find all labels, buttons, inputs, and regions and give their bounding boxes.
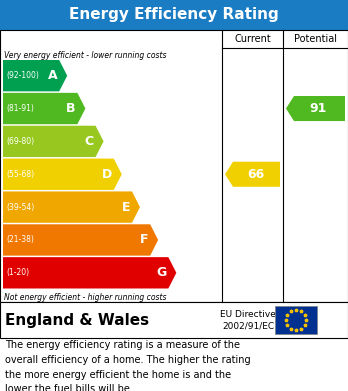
Text: G: G: [156, 266, 166, 279]
Polygon shape: [3, 257, 176, 289]
Text: England & Wales: England & Wales: [5, 312, 149, 328]
Text: 66: 66: [247, 168, 264, 181]
Polygon shape: [3, 224, 158, 256]
Text: 91: 91: [310, 102, 327, 115]
Text: D: D: [102, 168, 112, 181]
Text: (81-91): (81-91): [6, 104, 34, 113]
Text: (69-80): (69-80): [6, 137, 34, 146]
Text: (21-38): (21-38): [6, 235, 34, 244]
Text: Current: Current: [234, 34, 271, 44]
Polygon shape: [3, 126, 104, 157]
Text: (1-20): (1-20): [6, 268, 29, 277]
Text: Not energy efficient - higher running costs: Not energy efficient - higher running co…: [4, 292, 166, 301]
Text: C: C: [85, 135, 94, 148]
Polygon shape: [3, 60, 67, 91]
Text: F: F: [140, 233, 148, 246]
Bar: [0, 0, 348, 30]
Text: Potential: Potential: [294, 34, 337, 44]
Polygon shape: [286, 96, 345, 121]
Bar: [275, 306, 317, 334]
Text: EU Directive
2002/91/EC: EU Directive 2002/91/EC: [220, 310, 276, 330]
Polygon shape: [3, 159, 122, 190]
Text: A: A: [48, 69, 57, 82]
Text: (55-68): (55-68): [6, 170, 34, 179]
Polygon shape: [225, 162, 280, 187]
Text: Very energy efficient - lower running costs: Very energy efficient - lower running co…: [4, 52, 166, 61]
Text: The energy efficiency rating is a measure of the
overall efficiency of a home. T: The energy efficiency rating is a measur…: [5, 340, 251, 391]
Text: E: E: [121, 201, 130, 213]
Text: (39-54): (39-54): [6, 203, 34, 212]
Text: Energy Efficiency Rating: Energy Efficiency Rating: [69, 7, 279, 23]
Text: B: B: [66, 102, 76, 115]
Polygon shape: [3, 192, 140, 223]
Polygon shape: [3, 93, 85, 124]
Bar: [0, 30, 348, 302]
Text: (92-100): (92-100): [6, 71, 39, 80]
Bar: [0, 302, 348, 338]
